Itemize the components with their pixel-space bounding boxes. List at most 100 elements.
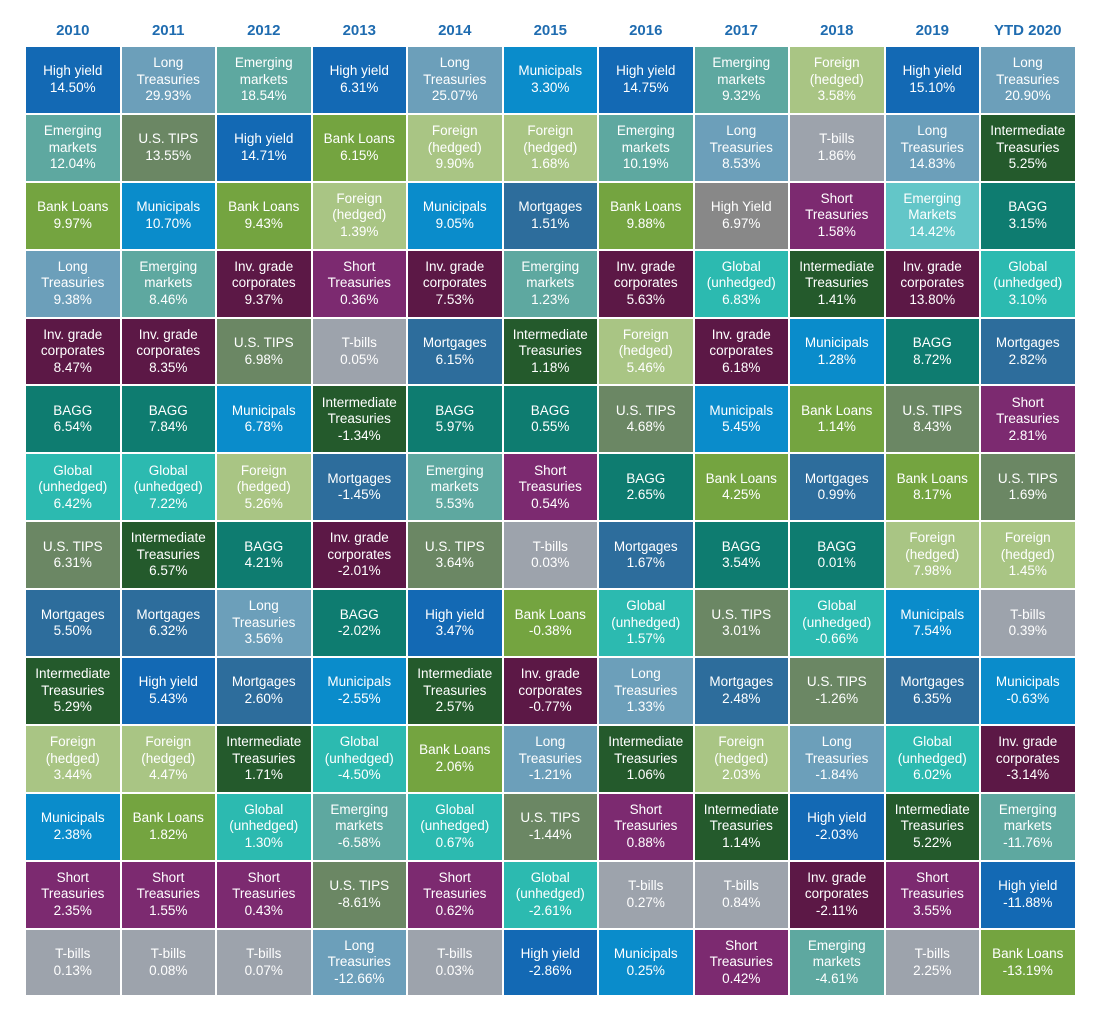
- asset-cell: Emerging markets 5.53%: [407, 453, 503, 522]
- asset-name: Inv. grade corporates: [231, 258, 296, 291]
- asset-cell: Global (unhedged) 1.57%: [598, 589, 694, 658]
- asset-return: 9.43%: [244, 215, 283, 231]
- asset-cell: U.S. TIPS 13.55%: [120, 113, 216, 182]
- asset-cell: BAGG 0.55%: [502, 385, 598, 454]
- asset-cell: Intermediate Treasuries -1.34%: [311, 385, 407, 454]
- asset-cell: Long Treasuries 25.07%: [407, 46, 503, 114]
- asset-return: 4.21%: [244, 555, 283, 571]
- asset-name: Short Treasuries: [423, 869, 487, 902]
- asset-cell: U.S. TIPS 1.69%: [980, 453, 1076, 522]
- asset-cell: BAGG 4.21%: [216, 521, 312, 590]
- asset-return: 1.67%: [626, 555, 665, 571]
- asset-name: T-bills: [532, 538, 568, 554]
- asset-name: BAGG: [244, 538, 284, 554]
- asset-name: Foreign (hedged): [141, 734, 196, 766]
- asset-name: Municipals: [613, 946, 678, 962]
- asset-cell: Intermediate Treasuries 1.41%: [789, 249, 885, 318]
- asset-return: -0.63%: [1006, 690, 1050, 706]
- asset-return: 6.42%: [53, 495, 92, 511]
- asset-cell: U.S. TIPS -1.26%: [789, 657, 885, 725]
- asset-cell: Inv. grade corporates -0.77%: [502, 657, 598, 725]
- asset-cell: Foreign (hedged) 2.03%: [693, 724, 789, 793]
- asset-name: High Yield: [710, 199, 772, 215]
- asset-return: 1.45%: [1008, 563, 1047, 579]
- asset-name: Inv. grade corporates: [613, 258, 678, 291]
- asset-return: 1.71%: [244, 767, 283, 783]
- asset-name: Long Treasuries: [614, 666, 678, 698]
- year-column: High yield 14.75% Emerging markets 10.19% Ba…: [598, 46, 694, 997]
- asset-return: 0.03%: [531, 555, 570, 571]
- asset-name: Bank Loans: [37, 199, 109, 215]
- asset-return: 3.54%: [722, 555, 761, 571]
- asset-cell: Intermediate Treasuries 1.71%: [216, 724, 312, 793]
- asset-name: U.S. TIPS: [806, 674, 867, 690]
- asset-return: 0.88%: [626, 834, 665, 850]
- asset-name: Long Treasuries: [996, 55, 1060, 87]
- asset-name: T-bills: [55, 946, 91, 962]
- asset-return: 1.51%: [531, 215, 570, 231]
- asset-cell: T-bills 0.03%: [407, 928, 503, 997]
- asset-return: 1.28%: [817, 351, 856, 367]
- asset-name: Foreign (hedged): [45, 734, 100, 766]
- asset-name: Municipals: [40, 810, 105, 826]
- asset-name: Global (unhedged): [229, 801, 299, 834]
- asset-cell: U.S. TIPS 6.31%: [25, 521, 121, 590]
- asset-name: Foreign (hedged): [332, 190, 387, 223]
- year-header: 2018: [820, 22, 854, 39]
- asset-return: 5.50%: [53, 623, 92, 639]
- asset-return: 9.05%: [435, 215, 474, 231]
- asset-return: 1.06%: [626, 767, 665, 783]
- asset-return: 5.45%: [722, 419, 761, 435]
- asset-return: -1.21%: [528, 767, 572, 783]
- asset-cell: Bank Loans 1.14%: [789, 385, 885, 454]
- asset-return: 3.47%: [435, 623, 474, 639]
- asset-cell: Bank Loans 6.15%: [311, 113, 407, 182]
- asset-name: Municipals: [231, 402, 296, 418]
- asset-return: 14.50%: [49, 79, 96, 95]
- asset-name: Long Treasuries: [805, 734, 869, 766]
- asset-name: Foreign (hedged): [1000, 530, 1055, 562]
- asset-name: U.S. TIPS: [711, 606, 772, 622]
- asset-return: 3.44%: [53, 767, 92, 783]
- asset-name: Bank Loans: [992, 946, 1064, 962]
- asset-cell: Long Treasuries -1.21%: [502, 724, 598, 793]
- asset-cell: U.S. TIPS 3.01%: [693, 589, 789, 658]
- asset-cell: Inv. grade corporates 9.37%: [216, 249, 312, 318]
- asset-cell: T-bills 0.39%: [980, 589, 1076, 658]
- asset-cell: High yield 6.31%: [311, 46, 407, 114]
- asset-return: 14.83%: [909, 156, 956, 172]
- asset-return: 1.23%: [531, 291, 570, 307]
- asset-name: BAGG: [339, 606, 379, 622]
- asset-cell: Municipals 0.25%: [598, 928, 694, 997]
- asset-return: 5.26%: [244, 495, 283, 511]
- asset-return: 0.05%: [340, 351, 379, 367]
- asset-cell: Intermediate Treasuries 1.06%: [598, 724, 694, 793]
- asset-return: -1.84%: [815, 767, 859, 783]
- asset-cell: Emerging markets 8.46%: [120, 249, 216, 318]
- asset-name: Long Treasuries: [41, 258, 105, 291]
- asset-return: 3.10%: [1008, 291, 1047, 307]
- asset-name: T-bills: [628, 878, 664, 894]
- asset-return: 8.47%: [53, 359, 92, 375]
- asset-return: -2.03%: [815, 826, 859, 842]
- asset-cell: Bank Loans 9.97%: [25, 181, 121, 250]
- asset-cell: Foreign (hedged) 7.98%: [884, 521, 980, 590]
- asset-name: Mortgages: [995, 335, 1060, 350]
- asset-name: Short Treasuries: [232, 869, 296, 902]
- asset-cell: Intermediate Treasuries 6.57%: [120, 521, 216, 590]
- year-column: High yield 15.10% Long Treasuries 14.83% Eme…: [884, 46, 980, 997]
- asset-name: Global (unhedged): [706, 258, 776, 291]
- asset-name: Municipals: [804, 335, 869, 350]
- asset-return: 9.97%: [53, 215, 92, 231]
- asset-cell: Municipals 1.28%: [789, 317, 885, 386]
- asset-name: High yield: [234, 131, 294, 147]
- asset-cell: T-bills 0.13%: [25, 928, 121, 997]
- asset-return: 8.46%: [149, 291, 188, 307]
- asset-name: Mortgages: [709, 674, 774, 690]
- asset-name: Inv. grade corporates: [804, 869, 869, 902]
- asset-return: 5.97%: [435, 419, 474, 435]
- asset-cell: Long Treasuries 29.93%: [120, 46, 216, 114]
- asset-cell: Emerging markets -4.61%: [789, 928, 885, 997]
- asset-cell: Municipals 5.45%: [693, 385, 789, 454]
- asset-cell: Municipals 6.78%: [216, 385, 312, 454]
